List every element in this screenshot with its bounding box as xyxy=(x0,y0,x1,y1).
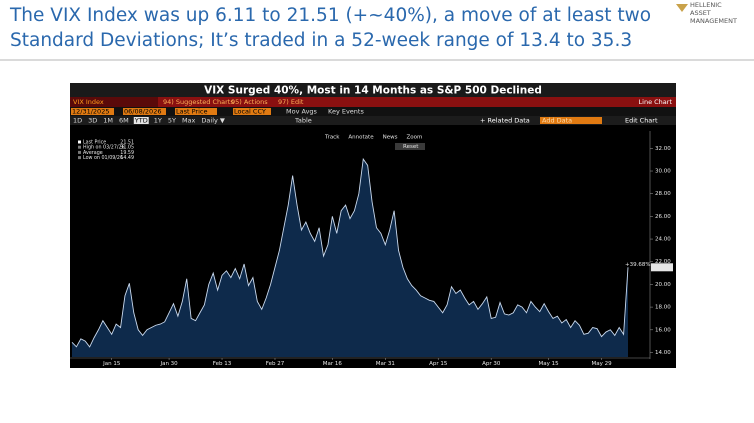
legend-swatch xyxy=(78,156,81,160)
field-box[interactable] xyxy=(175,108,217,115)
table-button[interactable]: Table xyxy=(294,117,312,125)
security: VIX Index xyxy=(73,98,104,106)
logo-text: ASSET xyxy=(690,9,711,17)
chart-tool[interactable]: Track xyxy=(324,135,340,141)
period-button[interactable]: 6M xyxy=(119,117,129,125)
x-tick-label: May 15 xyxy=(539,361,560,367)
settings-bar xyxy=(70,107,676,116)
legend-swatch xyxy=(78,145,81,149)
legend-value: 19.59 xyxy=(120,150,134,156)
x-tick-label: Feb 27 xyxy=(266,361,285,367)
logo-text: MANAGEMENT xyxy=(690,17,737,25)
period-button[interactable]: 1M xyxy=(103,117,113,125)
legend-swatch xyxy=(78,150,81,154)
x-tick-label: Apr 15 xyxy=(429,361,448,367)
end-date: 06/08/2026 xyxy=(124,108,161,116)
security-box xyxy=(70,97,158,107)
menu-bar xyxy=(70,97,676,107)
y-tick-label: 28.00 xyxy=(655,191,671,197)
reset-button[interactable] xyxy=(395,143,425,150)
legend-label: Last Price xyxy=(83,140,106,146)
y-tick-label: 20.00 xyxy=(655,282,671,288)
x-tick-label: Jan 15 xyxy=(102,361,121,367)
legend-swatch xyxy=(78,140,81,144)
legend-value: 21.51 xyxy=(120,140,134,146)
x-tick-label: Jan 30 xyxy=(159,361,178,367)
y-tick-label: 30.00 xyxy=(655,169,671,175)
reset: Reset xyxy=(403,144,419,150)
period-button[interactable]: 1Y xyxy=(154,117,162,125)
period-button[interactable]: YTD xyxy=(134,117,148,125)
option[interactable]: Key Events xyxy=(328,108,364,116)
y-tick-label: 24.00 xyxy=(655,237,671,243)
legend-label: High on 03/27/26 xyxy=(83,145,125,151)
legend-label: Average xyxy=(83,150,103,156)
chart-tool[interactable]: Annotate xyxy=(348,135,374,141)
date-field[interactable] xyxy=(71,108,114,115)
menu-item[interactable]: 95) Actions xyxy=(231,98,268,106)
period-button[interactable]: 3D xyxy=(88,117,97,125)
related-data[interactable]: + Related Data xyxy=(480,117,530,125)
y-tick-label: 22.00 xyxy=(655,259,671,265)
x-tick-label: Mar 31 xyxy=(376,361,395,367)
chart-kind: Line Chart xyxy=(639,98,673,106)
y-tick-label: 18.00 xyxy=(655,305,671,311)
y-tick-label: 16.00 xyxy=(655,327,671,333)
area-fill xyxy=(72,159,628,357)
legend-label: Low on 01/09/26 xyxy=(83,155,123,161)
x-tick-label: Apr 30 xyxy=(482,361,501,367)
currency: Local CCY xyxy=(234,108,266,116)
menu-item[interactable]: 97) Edit xyxy=(278,98,304,106)
add-data: Add Data xyxy=(542,117,572,125)
period-button[interactable]: 5Y xyxy=(168,117,176,125)
period-highlight xyxy=(133,117,149,124)
date-field[interactable] xyxy=(123,108,166,115)
chart-tool[interactable]: Zoom xyxy=(406,135,422,141)
logo-text: HELLENIC xyxy=(690,1,722,9)
add-data-box[interactable] xyxy=(540,117,602,124)
period-button[interactable]: 1D xyxy=(73,117,82,125)
menu-item[interactable]: 94) Suggested Charts xyxy=(163,98,234,106)
legend-value: 14.49 xyxy=(120,155,134,161)
chart-title: VIX Surged 40%, Most in 14 Months as S&P… xyxy=(204,85,542,97)
start-date: 12/31/2025 xyxy=(72,108,109,116)
title-bar xyxy=(70,83,676,97)
period-button[interactable]: Max xyxy=(182,117,196,125)
slide-title-line: Standard Deviations; It’s traded in a 52… xyxy=(10,30,632,51)
line xyxy=(71,157,629,348)
legend-value: 31.05 xyxy=(120,145,134,151)
change-annotation: +39.68% xyxy=(625,262,651,268)
y-tick-label: 26.00 xyxy=(655,214,671,220)
logo-mark xyxy=(676,4,688,12)
x-tick-label: Feb 13 xyxy=(213,361,232,367)
y-tick-label: 14.00 xyxy=(655,350,671,356)
y-tick-label: 32.00 xyxy=(655,146,671,152)
x-tick-label: Mar 16 xyxy=(323,361,343,367)
last-value-label: 21.51 xyxy=(653,265,669,271)
edit-chart[interactable]: Edit Chart xyxy=(625,117,658,125)
ccy-box[interactable] xyxy=(233,108,271,115)
field: Last Price xyxy=(176,108,207,116)
period-button[interactable]: Daily ▼ xyxy=(201,117,225,125)
chart-tool[interactable]: News xyxy=(383,135,398,141)
slide-title-line: The VIX Index was up 6.11 to 21.51 (+~40… xyxy=(9,5,651,26)
option[interactable]: Mov Avgs xyxy=(286,108,318,116)
x-tick-label: May 29 xyxy=(591,361,612,367)
period-bar xyxy=(70,116,676,125)
last-value-badge xyxy=(651,263,673,272)
